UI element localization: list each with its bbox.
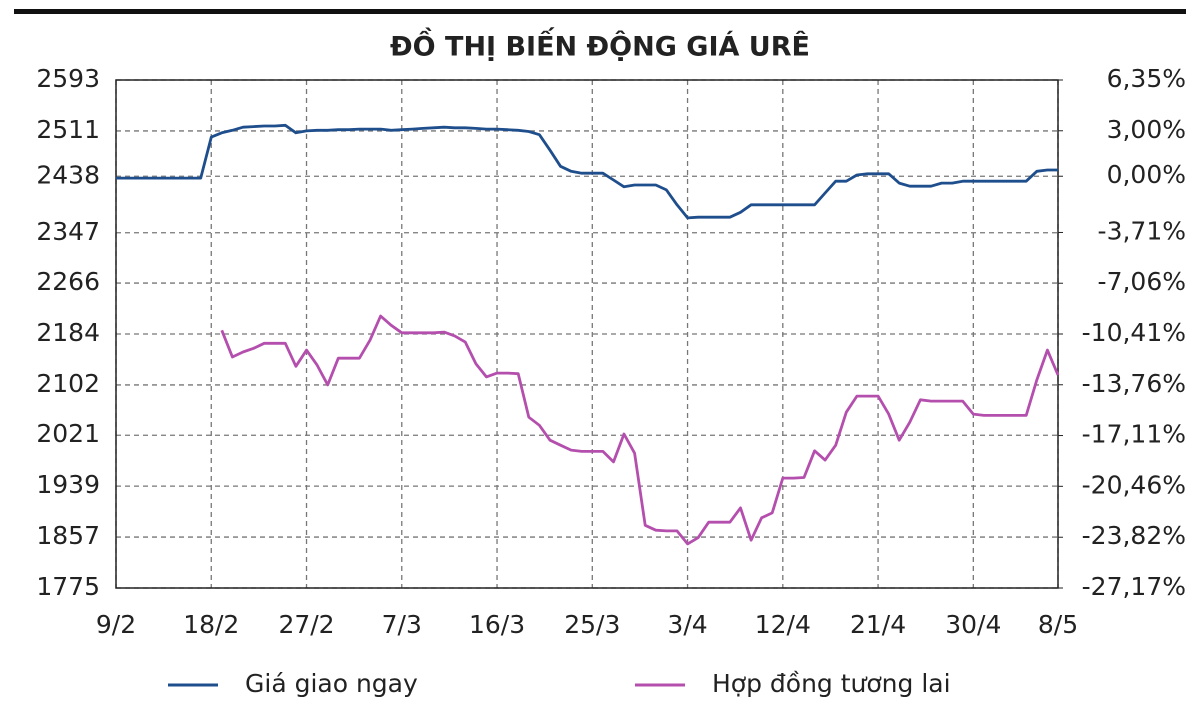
x-tick-label: 12/4 [755,610,811,639]
y2-tick-label: -27,17% [1082,572,1186,601]
x-tick-label: 27/2 [278,610,334,639]
plot-frame [115,79,1059,589]
series-line [116,123,1058,220]
y2-tick-label: -7,06% [1098,267,1186,296]
y2-tick-label: 3,00% [1107,115,1186,144]
y-tick-label: 2266 [36,267,100,296]
x-tick-label: 18/2 [183,610,239,639]
y-tick-label: 2511 [36,115,100,144]
legend-label: Giá giao ngay [245,669,418,698]
y-tick-label: 1857 [36,521,100,550]
x-tick-label: 8/5 [1038,610,1078,639]
y-tick-label: 2438 [36,160,100,189]
y2-tick-label: -10,41% [1082,318,1186,347]
x-tick-label: 25/3 [564,610,620,639]
y-tick-label: 1775 [36,572,100,601]
legend-label: Hợp đồng tương lai [712,669,951,698]
x-tick-label: 30/4 [945,610,1001,639]
x-tick-label: 7/3 [382,610,422,639]
y2-tick-label: 6,35% [1107,64,1186,93]
y2-tick-label: -13,76% [1082,369,1186,398]
y2-tick-label: -20,46% [1082,470,1186,499]
y-tick-label: 1939 [36,470,100,499]
y-tick-label: 2347 [36,217,100,246]
y-tick-label: 2593 [36,64,100,93]
x-tick-label: 21/4 [850,610,906,639]
series-line [220,314,1060,546]
y2-tick-label: -23,82% [1082,521,1186,550]
chart-title: ĐỒ THỊ BIẾN ĐỘNG GIÁ URÊ [390,27,810,63]
y-tick-label: 2102 [36,369,100,398]
y2-tick-label: -17,11% [1082,420,1186,449]
y2-tick-label: -3,71% [1098,216,1186,245]
top-rule [14,9,1186,14]
x-tick-label: 9/2 [96,610,136,639]
x-tick-label: 3/4 [667,610,707,639]
y-tick-label: 2184 [36,318,100,347]
y-tick-label: 2021 [36,419,100,448]
x-tick-label: 16/3 [469,610,525,639]
y2-tick-label: 0,00% [1107,160,1186,189]
